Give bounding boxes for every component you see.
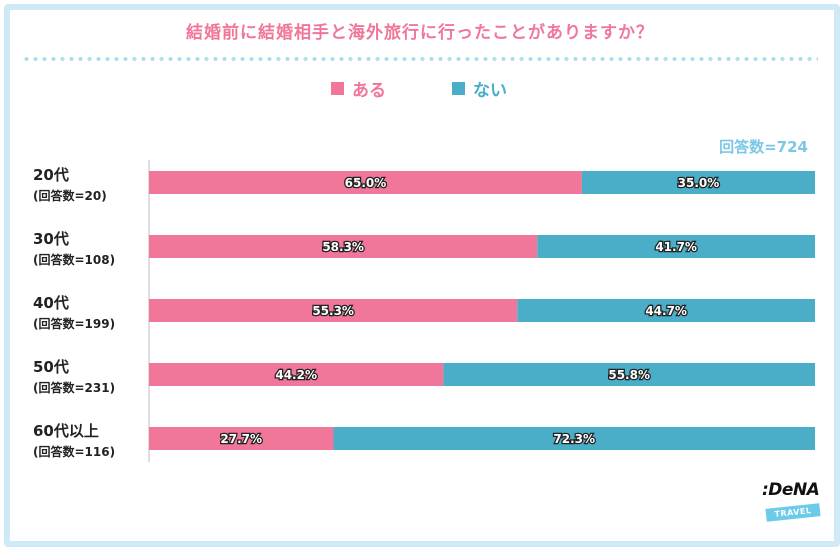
category-label: 50代 (33, 358, 69, 376)
legend-swatch-aru (331, 81, 344, 95)
chart-frame (4, 4, 840, 547)
bar-value-label: 55.8% (608, 368, 650, 382)
bar-segment-nai (443, 363, 815, 386)
bar-segment-aru (149, 363, 444, 386)
bar-value-label: 44.7% (645, 304, 687, 318)
category-respondents: (回答数=199) (33, 316, 115, 331)
category-label: 60代以上 (33, 422, 99, 440)
bar-segment-aru (149, 235, 538, 258)
legend-item-nai: ない (452, 78, 507, 101)
bar-value-label: 44.2% (275, 368, 317, 382)
legend-item-aru: ある (331, 78, 386, 101)
bar-segment-aru (149, 171, 582, 194)
bar-segment-nai (517, 299, 815, 322)
dena-travel-logo: :DeNA TRAVEL (762, 480, 824, 528)
legend-swatch-nai (452, 81, 465, 95)
bar-segment-nai (537, 235, 815, 258)
category-respondents: (回答数=231) (33, 380, 115, 395)
bar-rows: 20代 (回答数=20) 65.0% 35.0% 30代 (回答数=108) 58.3% 41… (33, 166, 815, 459)
legend-label-nai: ない (473, 80, 507, 101)
bar-segment-aru (149, 299, 518, 322)
bar-segment-nai (333, 427, 815, 450)
bar-value-label: 72.3% (553, 432, 595, 446)
bar-value-label: 65.0% (345, 176, 387, 190)
bar-value-label: 27.7% (220, 432, 262, 446)
chart-title: 結婚前に結婚相手と海外旅行に行ったことがありますか？ (186, 23, 654, 43)
logo-text: :DeNA (762, 480, 820, 500)
bar-value-label: 35.0% (678, 176, 720, 190)
logo-subtext: TRAVEL (765, 503, 821, 522)
bar-value-label: 55.3% (312, 304, 354, 318)
bar-value-label: 58.3% (322, 240, 364, 254)
category-respondents: (回答数=116) (33, 444, 115, 459)
bar-segment-aru (149, 427, 334, 450)
bar-value-label: 41.7% (655, 240, 697, 254)
legend-label-aru: ある (352, 80, 386, 101)
category-label: 30代 (33, 230, 69, 248)
category-label: 40代 (33, 294, 69, 312)
bar-segment-nai (581, 171, 815, 194)
category-respondents: (回答数=20) (33, 188, 107, 203)
dotted-divider (22, 57, 818, 61)
category-respondents: (回答数=108) (33, 252, 115, 267)
total-respondents: 回答数=724 (719, 138, 808, 156)
category-label: 20代 (33, 166, 69, 184)
